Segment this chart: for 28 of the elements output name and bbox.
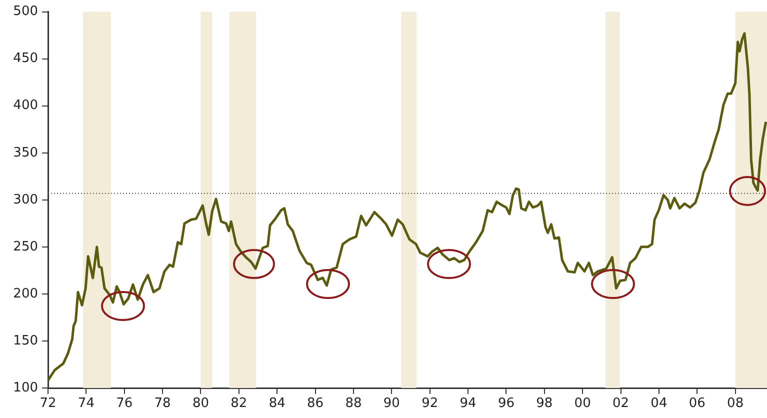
x-tick-label: 98 — [536, 396, 553, 412]
x-tick-label: 88 — [345, 396, 362, 412]
x-tick-label: 96 — [498, 396, 514, 412]
x-tick-label: 82 — [230, 396, 248, 412]
x-tick-label: 06 — [688, 396, 706, 412]
x-tick-label: 80 — [192, 396, 210, 412]
y-tick-label: 300 — [13, 192, 38, 208]
x-tick-label: 90 — [383, 396, 400, 412]
y-tick-label: 500 — [13, 4, 38, 20]
y-tick-label: 350 — [13, 145, 38, 160]
x-tick-label: 74 — [78, 396, 94, 412]
x-tick-label: 72 — [40, 396, 56, 412]
x-tick-label: 02 — [612, 396, 630, 412]
y-tick-label: 450 — [13, 51, 38, 66]
y-tick-label: 250 — [13, 239, 38, 254]
x-tick-label: 84 — [268, 396, 286, 412]
x-tick-label: 94 — [460, 396, 476, 412]
y-tick-label: 200 — [13, 286, 38, 302]
x-tick-label: 04 — [650, 396, 668, 412]
x-tick-label: 00 — [574, 396, 591, 412]
x-tick-label: 08 — [727, 396, 744, 412]
y-tick-label: 150 — [13, 333, 38, 348]
x-tick-label: 78 — [154, 396, 171, 412]
x-tick-label: 76 — [116, 396, 133, 412]
x-tick-label: 92 — [422, 396, 438, 412]
y-tick-label: 100 — [13, 380, 38, 396]
x-tick-label: 86 — [307, 396, 324, 412]
y-tick-label: 400 — [13, 98, 38, 114]
